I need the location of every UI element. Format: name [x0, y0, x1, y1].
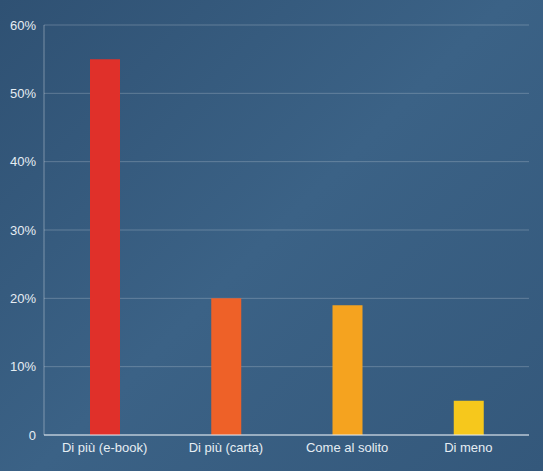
svg-text:Di più (e-book): Di più (e-book) — [62, 440, 147, 455]
svg-text:Di meno: Di meno — [444, 440, 492, 455]
svg-text:60%: 60% — [10, 18, 36, 33]
svg-text:Di più (carta): Di più (carta) — [189, 440, 263, 455]
svg-text:10%: 10% — [10, 359, 36, 374]
svg-text:0: 0 — [29, 428, 36, 443]
svg-text:Come al solito: Come al solito — [306, 440, 388, 455]
svg-text:30%: 30% — [10, 223, 36, 238]
svg-text:50%: 50% — [10, 86, 36, 101]
svg-text:20%: 20% — [10, 291, 36, 306]
svg-text:40%: 40% — [10, 154, 36, 169]
